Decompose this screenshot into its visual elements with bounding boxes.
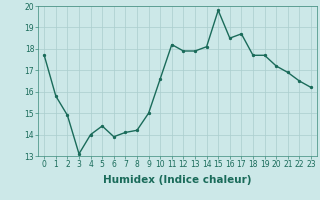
X-axis label: Humidex (Indice chaleur): Humidex (Indice chaleur)	[103, 175, 252, 185]
